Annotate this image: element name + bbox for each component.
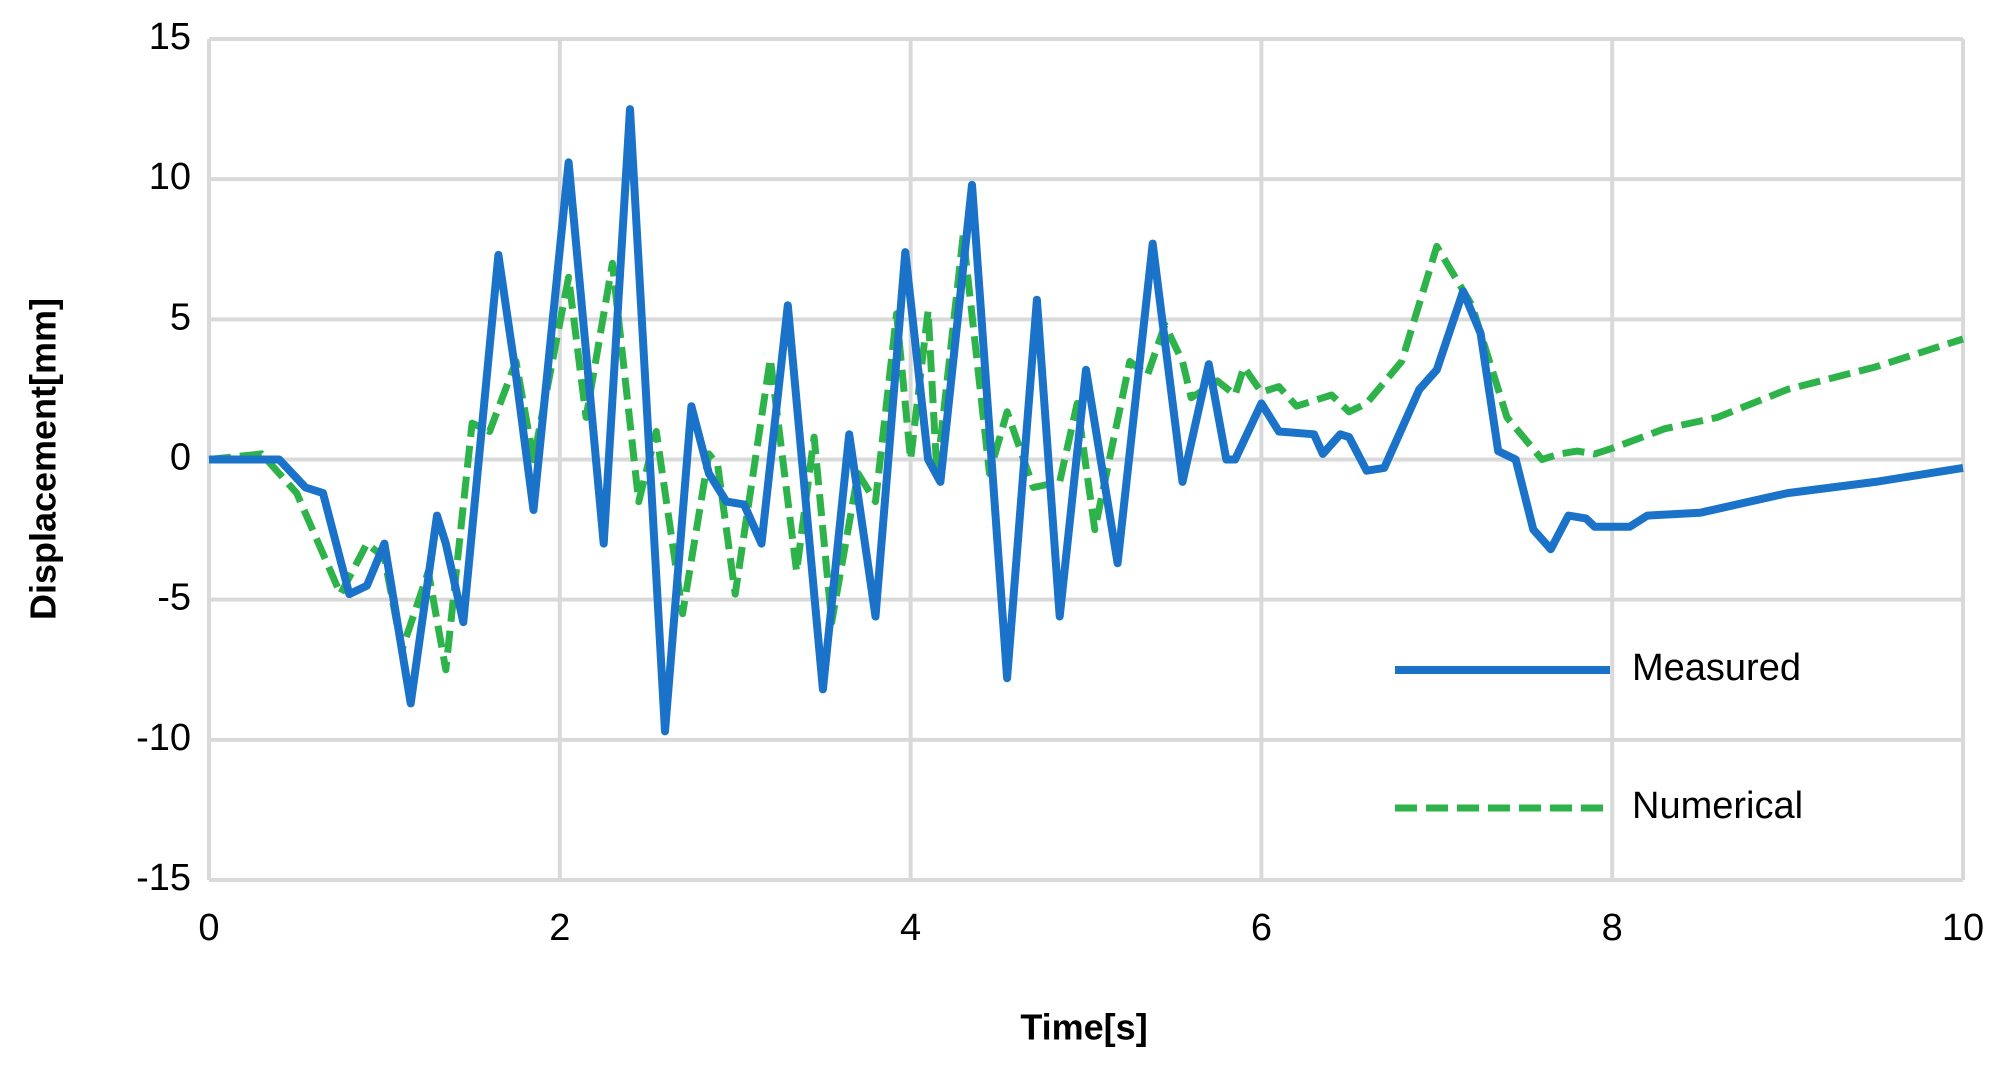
x-tick-label: 2 [549, 907, 570, 949]
y-tick-label: -15 [136, 857, 191, 899]
y-tick-label: 15 [149, 16, 191, 58]
x-tick-label: 6 [1251, 907, 1272, 949]
y-tick-label: 5 [170, 296, 191, 338]
x-tick-label: 0 [198, 907, 219, 949]
y-tick-label: 10 [149, 156, 191, 198]
x-tick-label: 8 [1602, 907, 1623, 949]
x-tick-label: 4 [900, 907, 921, 949]
legend-label: Numerical [1632, 785, 1803, 827]
x-axis-title: Time[s] [1020, 1007, 1147, 1048]
series-line [208, 231, 1965, 674]
x-tick-label: 10 [1942, 907, 1984, 949]
y-tick-label: -10 [136, 717, 191, 759]
legend-label: Measured [1632, 647, 1801, 689]
y-tick-label: -5 [157, 577, 191, 619]
y-axis-title: Displacement[mm] [23, 298, 64, 620]
series-line [209, 105, 1964, 736]
y-tick-label: 0 [170, 437, 191, 479]
